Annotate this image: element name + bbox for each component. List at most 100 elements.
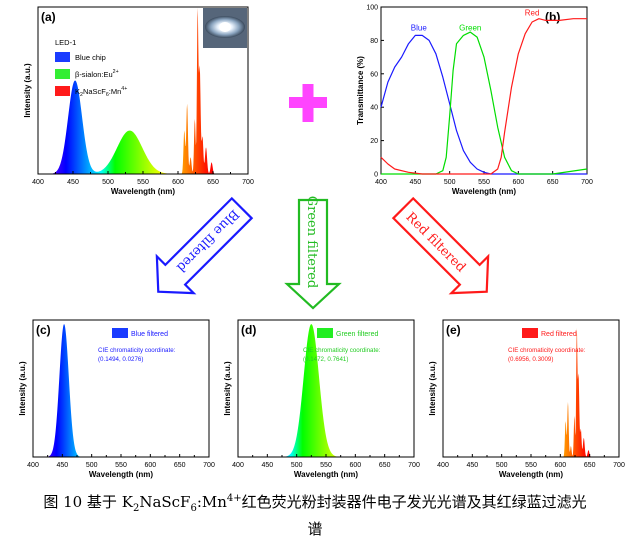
cie-value-e: (0.6956, 0.3009) <box>508 356 553 363</box>
y-axis-label-d: Intensity (a.u.) <box>223 361 232 416</box>
y-tick-label-b-80: 80 <box>370 38 378 45</box>
x-tick-label-c-700: 700 <box>203 462 215 469</box>
panel-label-d: (d) <box>241 323 256 337</box>
panel-c: 400 450 500 550 600 650 700 Wavelength (nm) Inte… <box>0 308 215 488</box>
series-label-blue: Blue <box>411 23 428 32</box>
x-tick-label-a-600: 600 <box>172 179 184 186</box>
spectrum-area-c <box>33 324 209 457</box>
chart-b: 400 450 500 550 600 650 700 0 20 40 60 80 100 Wavelen… <box>356 5 593 197</box>
x-tick-label-b-500: 500 <box>444 179 456 186</box>
legend-swatch-e <box>522 328 538 338</box>
chart-e: 400 450 500 550 600 650 700 Wavelength (nm) Inte… <box>428 319 625 479</box>
legend-swatch-a-0 <box>55 52 70 62</box>
x-axis-label-e: Wavelength (nm) <box>499 470 563 479</box>
x-tick-label-e-650: 650 <box>584 462 596 469</box>
plot-frame-e <box>442 319 620 458</box>
panel-label-e: (e) <box>446 323 461 337</box>
arrow-shape-red <box>391 196 490 295</box>
y-axis-label-b: Transmittance (%) <box>356 56 365 125</box>
legend-label-a-2: K2NaScF6:Mn4+ <box>75 86 127 98</box>
y-tick-label-b-0: 0 <box>374 172 378 179</box>
legend-label-c: Blue filtered <box>131 331 168 338</box>
series-line-blue <box>380 34 587 175</box>
arrow-green-filtered: Green filtered <box>283 196 343 310</box>
y-axis-label-e: Intensity (a.u.) <box>428 361 437 416</box>
x-tick-label-c-450: 450 <box>56 462 68 469</box>
arrow-shape-blue <box>155 196 254 295</box>
x-tick-label-d-400: 400 <box>232 462 244 469</box>
arrow-shape-green <box>284 198 342 310</box>
x-tick-label-a-650: 650 <box>207 179 219 186</box>
cie-title-d: CIE chromaticity coordinate: <box>303 347 381 354</box>
panel-label-c: (c) <box>36 323 51 337</box>
x-tick-label-b-650: 650 <box>547 179 559 186</box>
x-tick-label-d-700: 700 <box>408 462 420 469</box>
x-tick-label-c-600: 600 <box>144 462 156 469</box>
y-tick-label-b-40: 40 <box>370 105 378 112</box>
series-line-red <box>380 18 587 175</box>
arrow-red-filtered: Red filtered <box>385 196 505 303</box>
cie-value-c: (0.1494, 0.0276) <box>98 356 143 363</box>
x-tick-label-c-550: 550 <box>115 462 127 469</box>
y-tick-label-b-60: 60 <box>370 71 378 78</box>
panel-label-a: (a) <box>41 10 56 24</box>
series-line-green <box>381 31 588 175</box>
led-photo-inset <box>203 8 247 48</box>
x-axis-label-c: Wavelength (nm) <box>89 470 153 479</box>
arrow-label-green: Green filtered <box>304 196 319 288</box>
legend-swatch-a-1 <box>55 69 70 79</box>
x-axis-label-b: Wavelength (nm) <box>452 187 516 196</box>
x-tick-label-c-650: 650 <box>174 462 186 469</box>
x-tick-label-d-650: 650 <box>379 462 391 469</box>
x-axis-label-d: Wavelength (nm) <box>294 470 358 479</box>
figure-caption: 图 10 基于 K2NaScF6:Mn4+红色荧光粉封装器件电子发光光谱及其红绿… <box>0 488 630 540</box>
caption-line-2: 谱 <box>307 520 323 538</box>
legend-swatch-a-2 <box>55 86 70 96</box>
panel-e: 400 450 500 550 600 650 700 Wavelength (nm) Inte… <box>410 308 625 488</box>
x-tick-label-a-450: 450 <box>67 179 79 186</box>
x-tick-label-e-550: 550 <box>525 462 537 469</box>
x-tick-label-d-450: 450 <box>261 462 273 469</box>
x-tick-label-a-500: 500 <box>102 179 114 186</box>
legend-swatch-d <box>317 328 333 338</box>
x-tick-label-b-450: 450 <box>409 179 421 186</box>
x-tick-label-a-400: 400 <box>32 179 44 186</box>
spectrum-area-d <box>238 324 414 457</box>
x-tick-label-b-700: 700 <box>581 179 593 186</box>
x-tick-label-e-700: 700 <box>613 462 625 469</box>
caption-line-1: 图 10 基于 K2NaScF6:Mn4+红色荧光粉封装器件电子发光光谱及其红绿… <box>43 493 587 514</box>
x-tick-label-b-400: 400 <box>375 179 387 186</box>
cie-title-e: CIE chromaticity coordinate: <box>508 347 586 354</box>
series-label-green: Green <box>459 23 481 32</box>
x-tick-label-a-700: 700 <box>242 179 254 186</box>
legend-title-a: LED-1 <box>55 38 76 47</box>
x-tick-label-d-500: 500 <box>291 462 303 469</box>
chart-a: 400 450 500 550 600 650 700 Wavelength (nm) Inte… <box>23 6 254 196</box>
y-tick-label-b-20: 20 <box>370 138 378 145</box>
series-label-red: Red <box>525 8 540 17</box>
x-tick-label-e-600: 600 <box>554 462 566 469</box>
chart-c: 400 450 500 550 600 650 700 Wavelength (nm) Inte… <box>18 319 215 479</box>
y-tick-label-b-100: 100 <box>366 5 378 12</box>
legend-label-a-1: β-sialon:Eu2+ <box>75 69 119 79</box>
y-axis-label-a: Intensity (a.u.) <box>23 63 32 118</box>
panel-d: 400 450 500 550 600 650 700 Wavelength (nm) Inte… <box>205 308 420 488</box>
x-tick-label-e-500: 500 <box>496 462 508 469</box>
cie-title-c: CIE chromaticity coordinate: <box>98 347 176 354</box>
x-tick-label-c-500: 500 <box>86 462 98 469</box>
plus-vertical <box>302 84 314 122</box>
x-tick-label-e-400: 400 <box>437 462 449 469</box>
y-axis-label-c: Intensity (a.u.) <box>18 361 27 416</box>
legend-label-e: Red filtered <box>541 331 577 338</box>
panel-b: 400 450 500 550 600 650 700 0 20 40 60 80 100 Wavelen… <box>340 0 630 200</box>
legend-label-a-0: Blue chip <box>75 53 106 62</box>
plus-sign <box>283 78 333 128</box>
x-tick-label-b-600: 600 <box>512 179 524 186</box>
chart-d: 400 450 500 550 600 650 700 Wavelength (nm) Inte… <box>223 319 420 479</box>
legend-swatch-c <box>112 328 128 338</box>
x-tick-label-b-550: 550 <box>478 179 490 186</box>
legend-label-d: Green filtered <box>336 331 379 338</box>
x-tick-label-a-550: 550 <box>137 179 149 186</box>
x-tick-label-e-450: 450 <box>466 462 478 469</box>
x-axis-label-a: Wavelength (nm) <box>111 187 175 196</box>
